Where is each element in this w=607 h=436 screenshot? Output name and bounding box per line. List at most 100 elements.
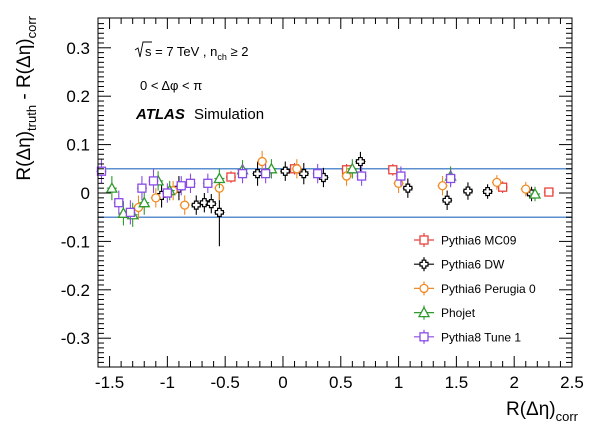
data-point xyxy=(528,186,542,202)
data-point xyxy=(280,161,291,181)
marker-square xyxy=(419,235,429,245)
marker-square xyxy=(125,207,136,218)
marker-cross xyxy=(191,200,201,210)
data-point xyxy=(356,166,367,186)
marker-square xyxy=(388,165,398,175)
atlas-label: ATLAS xyxy=(135,106,185,123)
data-point xyxy=(213,168,226,189)
marker-triangle xyxy=(528,187,542,199)
data-point xyxy=(150,188,161,208)
marker-square xyxy=(497,182,508,192)
marker-square xyxy=(419,332,429,342)
data-point xyxy=(402,178,413,198)
axis-ticks xyxy=(97,18,573,367)
marker-cross xyxy=(463,186,473,196)
x-tick-label: -1 xyxy=(160,373,175,392)
data-points xyxy=(96,150,554,247)
marker-cross xyxy=(280,166,290,176)
data-point xyxy=(136,176,147,201)
y-tick-label: 0.2 xyxy=(66,87,90,106)
legend-label: Phojet xyxy=(441,306,476,320)
legend-label: Pythia6 MC09 xyxy=(441,234,517,248)
data-point xyxy=(125,200,136,225)
marker-cross xyxy=(403,183,413,193)
legend: Pythia6 MC09 Pythia6 DW Pythia6 Perugia 0 P… xyxy=(414,233,536,344)
legend-entry: Pythia6 DW xyxy=(414,257,505,272)
marker-circle xyxy=(521,184,531,194)
legend-label: Pythia6 DW xyxy=(441,258,505,272)
marker-square xyxy=(176,181,186,191)
marker-cross xyxy=(442,195,452,205)
marker-circle xyxy=(151,193,161,203)
data-point xyxy=(346,159,359,179)
legend-entry: Pythia6 Perugia 0 xyxy=(414,281,536,296)
legend-entry: Pythia8 Tune 1 xyxy=(414,329,521,344)
marker-square xyxy=(445,173,456,184)
marker-square xyxy=(137,183,147,193)
data-point xyxy=(312,163,323,184)
marker-circle xyxy=(437,181,448,191)
marker-square xyxy=(260,168,271,179)
data-point xyxy=(520,181,531,197)
marker-circle xyxy=(341,171,352,181)
data-point xyxy=(257,150,268,173)
x-tick-labels: -1.5 -1 -0.5 0 0.5 1 1.5 2 2.5 xyxy=(95,373,584,392)
data-point xyxy=(237,163,248,184)
data-point xyxy=(291,159,302,179)
y-tick-labels: -0.3 -0.2 -0.1 0 0.1 0.2 0.3 xyxy=(61,39,90,348)
data-point xyxy=(191,195,202,215)
x-tick-label: 2 xyxy=(509,373,518,392)
data-point xyxy=(113,190,124,215)
marker-square xyxy=(237,168,248,179)
data-point xyxy=(482,184,493,199)
data-point xyxy=(265,159,278,179)
x-axis-title-main: R(Δη) xyxy=(506,399,556,420)
marker-square xyxy=(356,171,367,181)
y-tick-label: -0.3 xyxy=(61,329,90,348)
data-point xyxy=(148,168,159,193)
y-tick-label: 0.3 xyxy=(66,39,90,58)
data-point xyxy=(543,187,554,197)
data-point xyxy=(225,171,236,183)
y-axis-title: R(Δη)truth - R(Δη)corr xyxy=(14,15,39,180)
marker-circle xyxy=(292,164,302,174)
energy-annotation: s = 7 TeV , nch ≥ 2 xyxy=(134,41,249,62)
sqrt-s-label: s xyxy=(145,44,152,59)
marker-triangle xyxy=(346,162,359,174)
y-tick-label: 0 xyxy=(81,184,90,203)
data-point xyxy=(260,163,271,184)
data-point xyxy=(105,176,118,201)
marker-square xyxy=(226,172,236,182)
y-tick-label: 0.1 xyxy=(66,136,90,155)
marker-square xyxy=(162,188,173,198)
data-point xyxy=(185,173,196,193)
marker-triangle xyxy=(138,196,151,208)
marker-cross xyxy=(206,199,216,209)
data-point xyxy=(341,166,352,186)
nch-threshold: ≥ 2 xyxy=(227,44,249,59)
y-tick-label: -0.1 xyxy=(61,232,90,251)
delta-phi-cut: 0 < Δφ < π xyxy=(140,78,202,93)
series-pythia8-tune-1 xyxy=(96,159,456,225)
reference-lines xyxy=(98,168,572,218)
marker-triangle xyxy=(105,181,118,193)
y-axis-title-p2: - R(Δη) xyxy=(14,38,35,105)
data-point xyxy=(133,195,144,220)
marker-cross xyxy=(355,156,366,167)
marker-square xyxy=(148,176,159,186)
data-point xyxy=(138,190,151,215)
data-point xyxy=(206,193,217,214)
marker-circle xyxy=(419,283,429,294)
data-point xyxy=(437,176,448,196)
data-point xyxy=(202,173,213,193)
data-point xyxy=(355,151,366,172)
x-tick-label: -0.5 xyxy=(211,373,240,392)
data-point xyxy=(162,183,173,203)
data-point xyxy=(395,166,406,186)
marker-triangle xyxy=(417,306,431,318)
x-tick-label: 1.5 xyxy=(445,373,469,392)
x-tick-label: 2.5 xyxy=(560,373,584,392)
data-point xyxy=(497,181,508,193)
x-tick-label: 0.5 xyxy=(329,373,353,392)
y-tick-label: -0.2 xyxy=(61,281,90,300)
